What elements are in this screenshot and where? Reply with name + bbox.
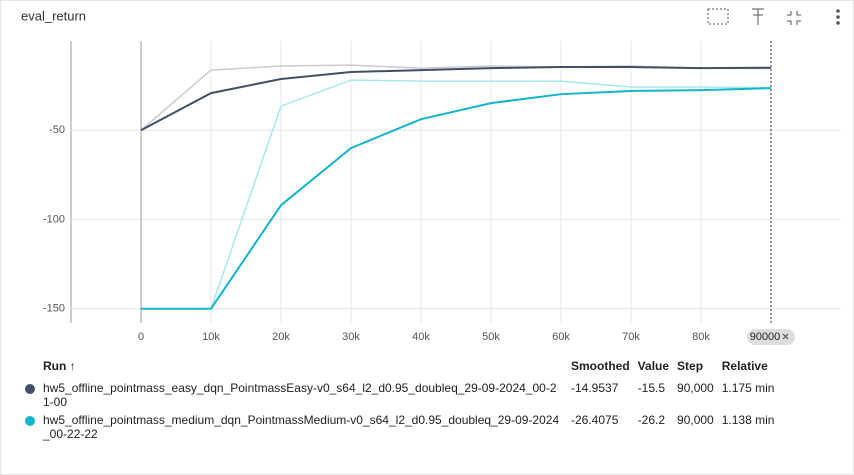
run-cell: -26.4075 [571,413,619,427]
run-cell: 1.175 min [721,381,775,395]
x-tick-label: 60k [552,331,570,343]
column-header: Smoothed [571,359,630,373]
run-table: Run ↑ Smoothed Value Step Relative hw5_offlin… [21,357,778,443]
column-header: Value [637,359,670,373]
run-cell: 90,000 [677,381,714,395]
run-cell: -15.5 [637,381,666,395]
run-cell: -14.9537 [571,381,619,395]
x-tick-label: 40k [412,331,430,343]
y-tick-label: -150 [43,303,65,315]
close-icon [782,333,789,340]
smoothed-line [140,66,772,132]
column-header: Relative [721,359,768,373]
raw-line [141,79,772,310]
raw-line [140,64,772,131]
y-tick-label: -100 [43,213,65,225]
run-cell: 1.138 min [721,413,775,427]
x-tick-label: 70k [622,331,640,343]
x-tick-label: 80k [692,331,710,343]
run-name: hw5_offline_pointmass_easy_dqn_Pointmass… [43,381,557,409]
header-spacer [21,357,39,379]
y-tick-label: -50 [49,124,65,136]
toolbar[interactable] [707,8,840,25]
expand-icon[interactable] [787,11,801,25]
hover-badge [747,329,795,345]
run-row: hw5_offline_pointmass_easy_dqn_Pointmass… [21,379,778,411]
fit-icon[interactable] [707,8,729,25]
pin-icon[interactable] [752,8,764,25]
x-tick-label: 20k [272,331,290,343]
color-cell [21,411,39,443]
x-tick-label: 50k [482,331,500,343]
x-tick-label: 10k [202,331,220,343]
run-cell: -26.2 [637,413,666,427]
chart: eval_return -150 -100 -50 0 10k 20k 30k 40k 50k 6… [21,8,841,345]
color-dot [25,416,35,426]
color-cell [21,379,39,411]
x-tick-label: 30k [342,331,360,343]
run-name: hw5_offline_pointmass_medium_dqn_Pointma… [43,413,560,441]
column-header: Run ↑ [43,359,76,373]
run-row: hw5_offline_pointmass_medium_dqn_Pointma… [21,411,778,443]
x-tick-label: 90000 [750,331,781,343]
panel-title: eval_return [21,8,86,23]
smoothed-line [141,87,772,310]
column-header: Step [677,359,704,373]
run-cell: 90,000 [677,413,714,427]
color-dot [25,384,35,394]
x-tick-label: 0 [138,331,144,343]
